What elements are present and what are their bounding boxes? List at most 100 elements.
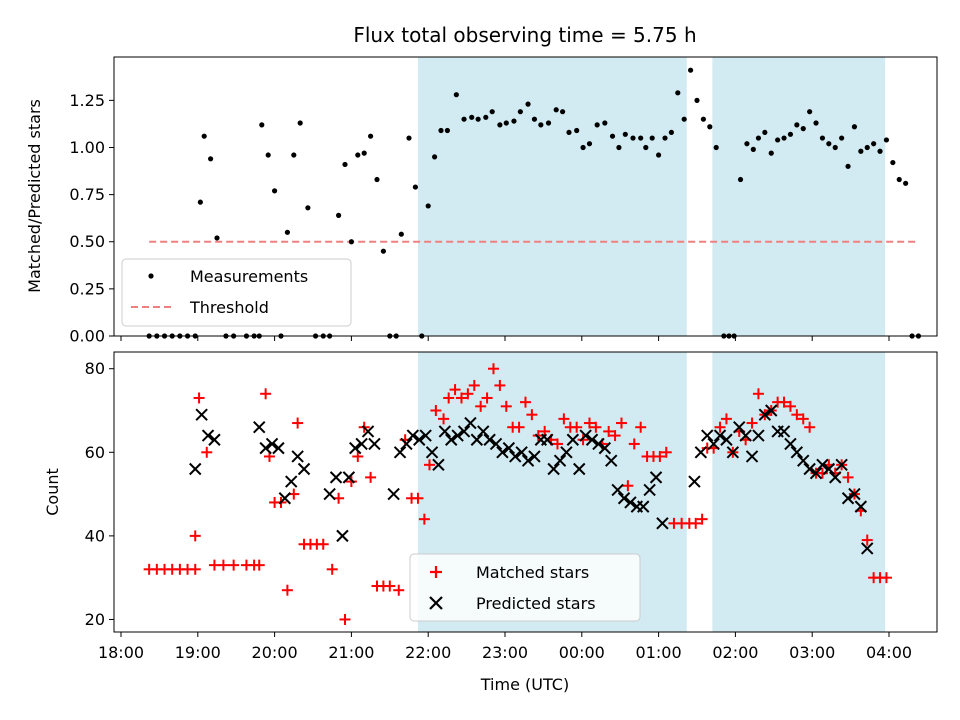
predicted-star-point [598,441,612,455]
predicted-star-point [502,441,516,455]
measurement-point [871,141,877,147]
measurement-point [713,144,719,151]
matched-star-point [201,446,213,458]
predicted-star-point [841,492,855,505]
measurement-point [272,188,278,194]
measurement-point [438,127,444,134]
predicted-star-point [323,487,336,501]
matched-star-point [326,563,338,575]
x-axis-label: Time (UTC) [480,675,569,694]
predicted-star-point [349,441,362,455]
top-y-ticks: 0.00 0.25 0.50 0.75 1.00 1.25 [69,91,114,346]
measurement-point [453,92,459,98]
predicted-star-point [816,458,829,472]
matched-star-point [487,363,499,375]
matched-star-point [365,471,377,483]
predicted-star-point [445,433,458,446]
measurement-point [832,144,838,151]
predicted-star-point [457,425,471,438]
measurement-point [265,152,271,158]
matched-star-point [430,405,442,417]
measurement-point [483,114,489,120]
measurement-point [762,129,768,136]
measurement-point [643,144,649,151]
matched-star-point [455,392,467,404]
measurement-point [560,109,566,115]
predicted-star-point [822,462,836,476]
predicted-star-point [573,462,586,476]
matched-star-point [714,421,726,433]
predicted-star-point [400,437,413,451]
matched-star-point [558,413,570,425]
measurement-point [662,135,668,141]
measurement-point [700,116,707,122]
predicted-star-point [470,433,484,446]
matched-star-point [690,517,702,529]
measurement-point [688,67,694,73]
shaded-region-1 [417,57,687,336]
predicted-star-point [566,433,580,446]
predicted-star-point [560,446,573,459]
measurement-point [201,133,207,139]
x-tick-label: 21:00 [328,643,374,662]
matched-star-point [880,572,892,584]
predicted-star-point [611,483,624,497]
y-tick-label: 1.25 [69,91,105,110]
matched-star-point [778,396,790,408]
predicted-star-point [829,471,842,484]
measurement-point [291,152,297,158]
measurement-point [406,135,412,141]
measurement-point [609,133,616,139]
measurement-point [553,107,559,113]
matched-star-point [468,379,480,391]
measurement-point [768,150,774,156]
bottom-panel: 20 40 60 80 18:00 19:00 20:00 21:00 22:00 23:00 0… [43,351,938,694]
measurement-point [755,135,762,141]
predicted-star-point [861,542,874,555]
y-tick-label: 0.00 [69,327,105,346]
predicted-star-point [848,487,861,501]
matched-star-point [352,450,364,462]
predicted-star-point [854,500,868,513]
measurement-point [580,144,586,151]
matched-star-point [615,417,627,429]
measurement-point [781,135,787,141]
y-tick-label: 0.50 [69,232,105,251]
measurement-point [444,127,450,134]
matched-star-point [423,459,435,471]
matched-star-point [418,513,430,525]
measurement-point [412,184,418,190]
bottom-y-ticks: 20 40 60 80 [85,359,114,629]
predicted-star-point [592,437,605,451]
predicted-star-point [483,433,496,446]
legend-threshold-label: Threshold [189,298,269,317]
predicted-star-point [713,429,727,442]
measurement-point [566,129,572,136]
measurement-point [656,152,662,158]
measurement-point [297,120,303,126]
measurement-point [284,229,290,235]
y-tick-label: 40 [85,526,105,545]
top-y-axis-label: Matched/Predicted stars [25,99,44,293]
matched-star-point [475,400,487,412]
predicted-star-point [739,429,752,442]
matched-star-point [345,476,357,488]
matched-star-point [654,450,666,462]
legend-measurements-label: Measurements [190,267,308,286]
predicted-star-point [835,458,848,472]
measurement-point [503,120,509,126]
measurement-point [750,146,756,152]
matched-star-point [583,417,595,429]
y-tick-label: 0.25 [69,279,105,298]
top-axes-frame [113,56,938,337]
matched-star-point [519,396,531,408]
measurement-point [594,122,600,128]
measurement-point [638,135,644,141]
measurement-point [475,116,481,122]
predicted-star-point [758,408,772,421]
predicted-star-point [605,454,618,467]
x-tick-label: 20:00 [252,643,298,662]
matched-star-point [571,421,583,433]
predicted-star-point [752,429,765,442]
